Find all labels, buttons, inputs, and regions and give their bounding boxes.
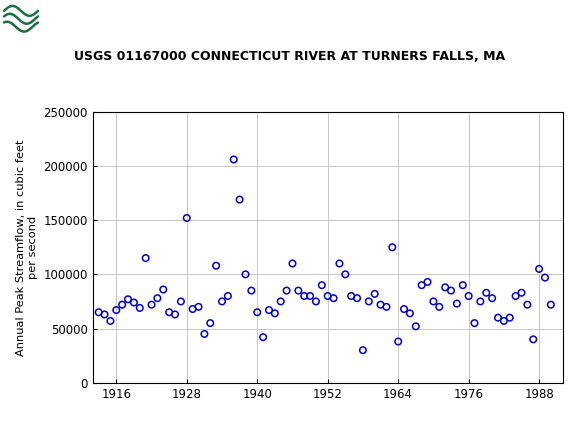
Point — [200, 331, 209, 338]
Point — [505, 314, 514, 321]
Point — [382, 304, 391, 310]
Point — [534, 265, 543, 272]
Point — [411, 323, 420, 330]
Point — [387, 244, 397, 251]
Bar — [3, 2, 65, 34]
Point — [111, 307, 121, 313]
Point — [340, 271, 350, 278]
Point — [440, 284, 450, 291]
Point — [370, 290, 379, 297]
Point — [194, 304, 203, 310]
Point — [434, 304, 444, 310]
Point — [259, 334, 268, 341]
Point — [546, 301, 556, 308]
Point — [276, 298, 285, 305]
Point — [212, 262, 221, 269]
Point — [218, 298, 227, 305]
Point — [346, 292, 356, 299]
Point — [246, 287, 256, 294]
Point — [153, 295, 162, 301]
Point — [523, 301, 532, 308]
Point — [241, 271, 250, 278]
Point — [358, 347, 368, 353]
Point — [270, 310, 280, 317]
Point — [452, 300, 462, 307]
Point — [165, 309, 174, 316]
Point — [188, 306, 197, 313]
Point — [317, 282, 327, 289]
Point — [223, 292, 233, 299]
Point — [229, 156, 238, 163]
Point — [100, 311, 109, 318]
Point — [106, 317, 115, 324]
Point — [487, 295, 496, 301]
Point — [494, 314, 503, 321]
Point — [323, 292, 332, 299]
Point — [417, 282, 426, 289]
Point — [405, 310, 415, 317]
Point — [499, 317, 509, 324]
Point — [423, 279, 432, 286]
Point — [464, 292, 473, 299]
Point — [158, 286, 168, 293]
Point — [353, 295, 362, 301]
Point — [528, 336, 538, 343]
Point — [329, 295, 338, 301]
Point — [141, 255, 150, 261]
Point — [470, 319, 479, 326]
Text: USGS 01167000 CONNECTICUT RIVER AT TURNERS FALLS, MA: USGS 01167000 CONNECTICUT RIVER AT TURNE… — [74, 50, 506, 63]
Point — [129, 299, 139, 306]
Point — [135, 304, 144, 311]
Point — [476, 298, 485, 305]
Point — [235, 196, 244, 203]
Point — [517, 289, 526, 296]
Point — [458, 282, 467, 289]
Point — [429, 298, 438, 305]
Point — [264, 307, 274, 313]
Point — [393, 338, 403, 345]
Point — [376, 301, 385, 308]
Point — [364, 298, 374, 305]
Text: USGS: USGS — [72, 8, 136, 28]
Point — [541, 274, 550, 281]
Point — [118, 301, 127, 308]
Point — [147, 301, 156, 308]
Point — [176, 298, 186, 305]
Point — [447, 287, 456, 294]
Point — [335, 260, 344, 267]
Point — [205, 319, 215, 326]
Point — [288, 260, 297, 267]
Point — [282, 287, 291, 294]
Point — [252, 309, 262, 316]
Y-axis label: Annual Peak Streamflow, in cubic feet
per second: Annual Peak Streamflow, in cubic feet pe… — [16, 139, 38, 356]
Point — [182, 215, 191, 221]
Point — [94, 309, 103, 316]
Point — [311, 298, 321, 305]
Point — [400, 306, 409, 313]
Point — [171, 311, 180, 318]
Point — [124, 296, 133, 303]
Point — [511, 292, 520, 299]
Point — [306, 292, 315, 299]
Point — [299, 292, 309, 299]
Point — [293, 287, 303, 294]
Point — [481, 289, 491, 296]
